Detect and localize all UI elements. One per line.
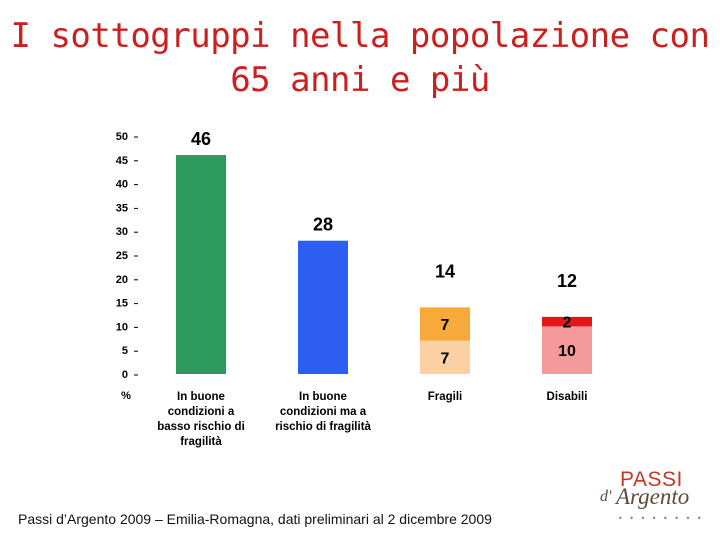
y-tick-label: 25 [116, 250, 128, 262]
x-category-label: Disabili [547, 391, 588, 403]
x-category-label-line: Disabili [547, 391, 588, 403]
x-category-label-line: condizioni ma a [280, 406, 367, 418]
logo-main-text: Argento [616, 484, 690, 509]
bar-segment-2-1 [298, 240, 348, 374]
y-tick-label: 50 [116, 131, 128, 143]
x-category-label-line: rischio di fragilità [275, 421, 371, 433]
y-tick-label: 0 [122, 369, 128, 381]
logo-top-text: PASSI [620, 468, 683, 491]
logo-prefix-text: d' [600, 488, 612, 505]
x-category-label-line: fragilità [180, 436, 222, 448]
x-category-label: Fragili [428, 391, 463, 403]
y-tick-label: 45 [116, 155, 128, 167]
y-tick-label: 40 [116, 179, 128, 191]
x-category-label: In buone condizioni ma a rischio di fragil… [275, 391, 371, 433]
passi-argento-logo: PASSI d' Argento • • • • • • • • [598, 468, 706, 528]
bar-segment-1-1 [176, 155, 226, 374]
segment-label: 7 [441, 317, 450, 334]
title-line-2: 65 anni e più [230, 60, 490, 100]
x-category-label: In buone condizioni a basso rischio di frag… [157, 391, 245, 448]
bar-total-label: 12 [557, 271, 577, 291]
footer-source-note: Passi d’Argento 2009 – Emilia-Romagna, d… [18, 511, 492, 527]
x-category-label-line: basso rischio di [157, 421, 245, 433]
title-line-1: I sottogruppi nella popolazione con [10, 16, 710, 56]
page-title: I sottogruppi nella popolazione con 65 a… [0, 14, 720, 102]
bar-segment-4-2 [542, 316, 592, 327]
x-category-label-line: condizioni a [168, 406, 235, 418]
x-category-label-line: In buone [177, 391, 225, 403]
y-tick-label: 20 [116, 274, 128, 286]
bar-segment-4-1 [542, 326, 592, 374]
segment-label: 2 [563, 315, 572, 332]
y-unit-label: % [121, 390, 131, 402]
bar-total-label: 46 [191, 129, 211, 149]
y-tick-label: 30 [116, 226, 128, 238]
logo-dots: • • • • • • • • [618, 514, 704, 523]
y-tick-label: 10 [116, 321, 128, 333]
y-tick-label: 35 [116, 202, 128, 214]
bar-segment-3-1 [420, 340, 470, 374]
x-category-label-line: Fragili [428, 391, 463, 403]
segment-label: 7 [441, 350, 450, 367]
y-tick-label: 15 [116, 298, 128, 310]
bar-total-label: 14 [435, 261, 455, 281]
y-tick-label: 5 [122, 345, 128, 357]
segment-label: 10 [558, 343, 576, 360]
x-category-label-line: In buone [299, 391, 347, 403]
bar-segment-3-2 [420, 307, 470, 341]
bar-total-label: 28 [313, 215, 333, 235]
